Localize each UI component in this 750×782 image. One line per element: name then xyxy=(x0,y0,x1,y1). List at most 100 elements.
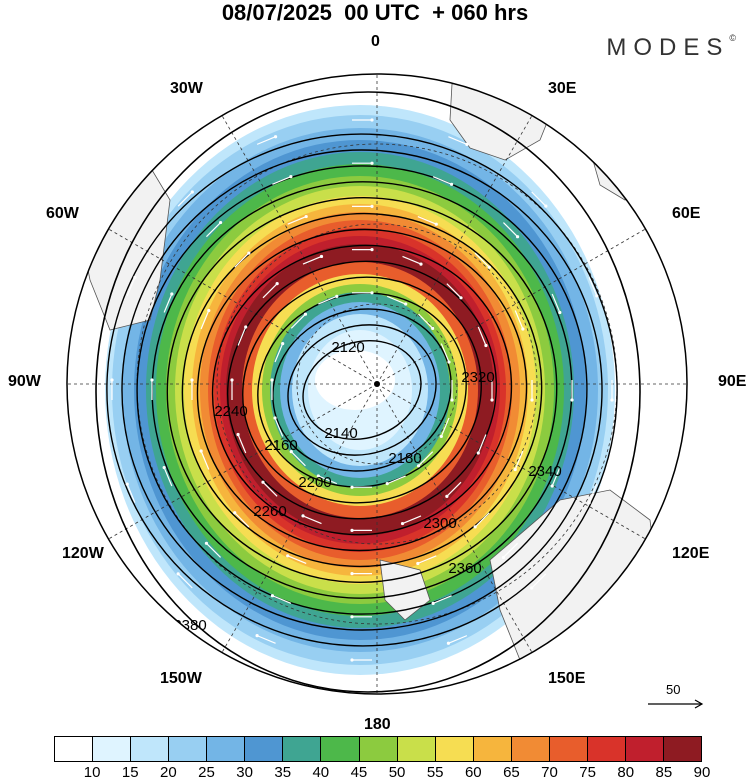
wind-vector xyxy=(386,295,408,306)
brand-mark: © xyxy=(729,33,736,43)
contour-label: 2160 xyxy=(264,437,297,454)
longitude-label: 60E xyxy=(672,205,701,222)
colorbar-tick-label: 80 xyxy=(617,764,635,781)
wind-vector xyxy=(270,378,274,400)
height-contour xyxy=(302,340,422,440)
colorbar-swatch xyxy=(397,737,436,761)
wind-vector xyxy=(274,341,285,363)
wind-vector xyxy=(287,214,308,225)
wind-vector xyxy=(352,204,374,208)
longitude-label: 90E xyxy=(718,373,747,390)
contour-label: 2180 xyxy=(388,450,421,467)
meridian-line xyxy=(376,228,646,385)
colorbar-tick-label: 15 xyxy=(121,764,139,781)
wind-vector xyxy=(531,191,548,208)
brand-logo: MODES© xyxy=(606,33,736,62)
longitude-label: 120W xyxy=(62,545,104,562)
colorbar-tick-label: 70 xyxy=(541,764,558,781)
wind-vector xyxy=(176,572,193,589)
wind-vector xyxy=(350,658,372,662)
wind-vector xyxy=(273,416,284,437)
wind-vector xyxy=(610,380,614,402)
height-contour xyxy=(151,181,573,599)
wind-vector xyxy=(418,313,435,330)
wind-vector xyxy=(234,251,251,268)
wind-vector xyxy=(352,161,374,165)
height-contour xyxy=(136,165,588,615)
contour-label: 2360 xyxy=(448,560,481,577)
colorbar-swatch xyxy=(435,737,474,761)
longitude-label: 90W xyxy=(8,373,41,390)
wind-vector xyxy=(490,380,494,402)
wind-vector xyxy=(350,528,372,533)
wind-vector xyxy=(350,485,372,489)
contour-label: 2340 xyxy=(528,463,561,480)
longitude-label: 150W xyxy=(160,670,202,687)
height-contour xyxy=(196,228,528,552)
colorbar-tick-label: 30 xyxy=(236,764,253,781)
wind-vector xyxy=(550,467,561,488)
meridian-line xyxy=(376,383,646,540)
wind-vector xyxy=(385,475,406,486)
wind-vector xyxy=(230,378,234,400)
wind-vector xyxy=(256,135,278,145)
colorbar-tick-label: 45 xyxy=(350,764,368,781)
colorbar-swatch xyxy=(473,737,512,761)
height-contour xyxy=(242,276,482,504)
wind-vector xyxy=(352,118,374,122)
wind-vector xyxy=(237,325,248,346)
contour-label: 2240 xyxy=(214,403,247,420)
height-contour xyxy=(226,260,498,520)
wind-vector xyxy=(588,277,599,298)
wind-vector xyxy=(233,511,250,528)
colorbar-tick-label: 75 xyxy=(579,764,596,781)
wind-vector xyxy=(473,512,490,529)
map-title: 08/07/2025 00 UTC + 060 hrs xyxy=(221,0,529,25)
colorbar-tick-label: 40 xyxy=(312,764,330,781)
wind-vector xyxy=(150,378,154,400)
wind-vector xyxy=(270,594,292,604)
wind-vector xyxy=(417,215,438,226)
wind-vector xyxy=(551,293,562,315)
contour-label: 2140 xyxy=(324,425,357,442)
colorbar-swatch xyxy=(169,737,208,761)
calm-core xyxy=(315,350,395,410)
height-contour xyxy=(106,133,618,647)
brand-name: MODES xyxy=(606,34,730,61)
height-contour-outer xyxy=(95,91,641,693)
south-pole-marker xyxy=(374,381,380,387)
wind-vector xyxy=(416,555,437,566)
longitude-label: 180 xyxy=(364,716,391,733)
wind-vector xyxy=(477,326,488,348)
wind-vector xyxy=(513,450,524,472)
wind-vector xyxy=(587,483,598,505)
height-contour xyxy=(287,324,437,456)
wind-vector xyxy=(445,481,462,498)
colorbar-tick-label: 35 xyxy=(274,764,292,781)
longitude-label: 30W xyxy=(170,80,203,97)
wind-vector xyxy=(350,572,372,576)
wind-vector xyxy=(474,252,491,269)
meridian-line xyxy=(221,383,378,653)
contour-labels: 2120 2140 2160 2180 2200 2240 2260 2300 2320 2340… xyxy=(173,339,561,634)
contour-label: 2200 xyxy=(298,474,331,491)
height-contour xyxy=(181,212,543,568)
colorbar-tick-label: 60 xyxy=(464,764,482,781)
wind-vector xyxy=(400,515,422,526)
wind-vector xyxy=(289,450,306,467)
map-boundary xyxy=(66,73,688,695)
reference-vector-label: 50 xyxy=(666,682,681,697)
meridian-line xyxy=(376,115,533,385)
wind-vector xyxy=(440,343,451,364)
wind-vector xyxy=(448,136,469,146)
wind-vector xyxy=(352,248,374,252)
colorbar-tick-label: 65 xyxy=(503,764,520,781)
wind-vector xyxy=(570,380,574,402)
contour-label: 2120 xyxy=(331,339,364,356)
contour-label: 2320 xyxy=(461,369,494,386)
wind-vector xyxy=(431,595,452,605)
wind-vector xyxy=(163,292,174,313)
latitude-circle xyxy=(216,223,538,545)
wind-vector xyxy=(446,635,468,645)
